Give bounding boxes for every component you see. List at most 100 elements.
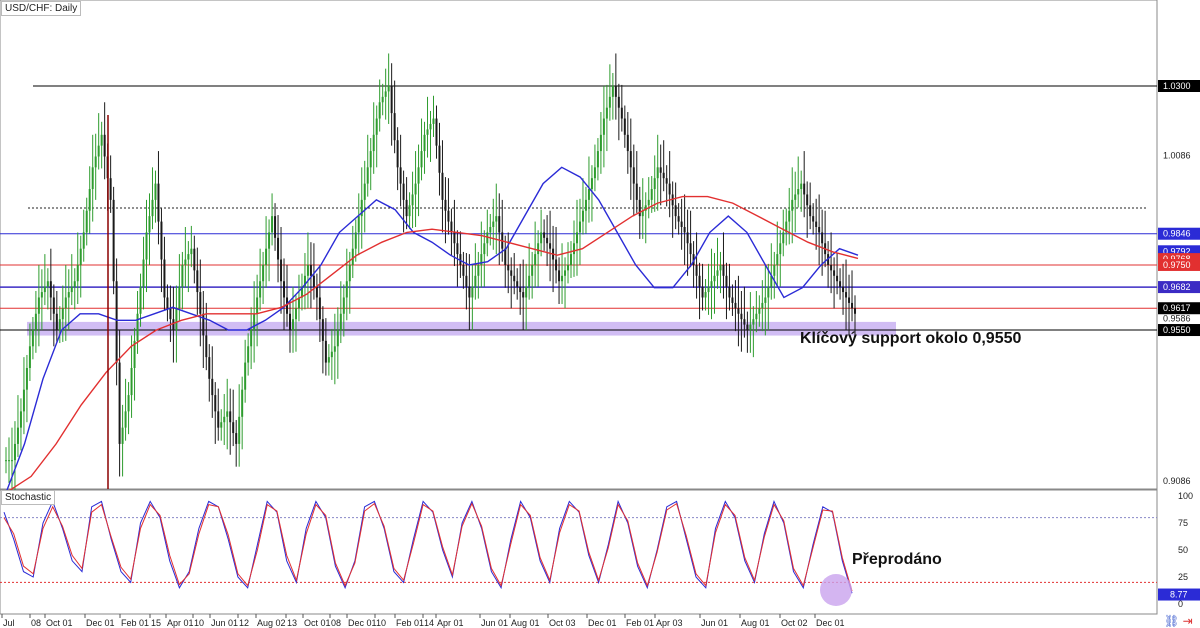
candle-body bbox=[650, 189, 653, 200]
candle-body bbox=[64, 297, 67, 309]
candle-body bbox=[839, 281, 842, 287]
candle-body bbox=[145, 232, 148, 260]
candle-body bbox=[97, 145, 100, 157]
candle-body bbox=[372, 134, 375, 152]
price-level-text: 0.9792 bbox=[1163, 246, 1191, 256]
candle-body bbox=[55, 313, 58, 331]
candle-body bbox=[641, 210, 644, 217]
candle-body bbox=[13, 443, 16, 461]
candle-body bbox=[818, 226, 821, 233]
stochastic-layer bbox=[0, 499, 1157, 606]
candle-body bbox=[513, 275, 516, 282]
candle-body bbox=[677, 216, 680, 222]
candle-body bbox=[46, 281, 49, 287]
candle-body bbox=[441, 172, 444, 200]
candle-body bbox=[746, 324, 749, 331]
candle-body bbox=[94, 156, 97, 168]
candle-body bbox=[408, 205, 411, 217]
candle-body bbox=[190, 248, 193, 255]
price-level-bg bbox=[1158, 324, 1200, 337]
candle-body bbox=[435, 118, 438, 146]
candle-body bbox=[223, 416, 226, 423]
candle-body bbox=[402, 183, 405, 200]
candle-body bbox=[253, 313, 256, 331]
candle-body bbox=[300, 286, 303, 298]
candle-body bbox=[214, 395, 217, 412]
candle-body bbox=[268, 232, 271, 249]
candle-body bbox=[271, 216, 274, 233]
x-axis-tick: 10 bbox=[376, 618, 386, 628]
x-axis-tick: Apr 01 bbox=[437, 618, 464, 628]
candle-body bbox=[453, 232, 456, 244]
candle-body bbox=[564, 270, 567, 276]
candle-body bbox=[462, 264, 465, 276]
candle-body bbox=[82, 232, 85, 249]
candle-body bbox=[318, 297, 321, 320]
candle-body bbox=[806, 194, 809, 206]
candle-body bbox=[623, 118, 626, 135]
candle-body bbox=[836, 275, 839, 282]
candle-body bbox=[244, 362, 247, 390]
candle-body bbox=[375, 118, 378, 135]
candle-body bbox=[761, 302, 764, 309]
candle-body bbox=[235, 433, 238, 444]
candle-body bbox=[52, 297, 55, 314]
price-axis-tick: 1.0086 bbox=[1163, 151, 1191, 161]
link-icon[interactable]: ⛓ bbox=[1164, 614, 1180, 628]
x-axis-tick: Oct 02 bbox=[781, 618, 808, 628]
candle-body bbox=[495, 216, 498, 222]
candle-body bbox=[776, 254, 779, 265]
corner-icons[interactable]: ⛓ ⇥ bbox=[1164, 614, 1193, 628]
candle-body bbox=[124, 411, 127, 428]
candle-body bbox=[405, 199, 408, 217]
candle-body bbox=[369, 151, 372, 168]
candle-body bbox=[653, 178, 656, 190]
candle-body bbox=[37, 297, 40, 314]
candle-body bbox=[659, 167, 662, 173]
candle-body bbox=[707, 286, 710, 293]
price-level-tag: 0.9550 bbox=[1158, 324, 1200, 337]
candle-body bbox=[614, 86, 617, 97]
candle-body bbox=[626, 134, 629, 152]
candle-body bbox=[139, 286, 142, 314]
candle-body bbox=[208, 357, 211, 379]
candle-body bbox=[740, 313, 743, 320]
candle-body bbox=[782, 232, 785, 244]
candle-body bbox=[477, 264, 480, 276]
candle-body bbox=[779, 243, 782, 255]
candle-body bbox=[731, 297, 734, 303]
candle-body bbox=[749, 324, 752, 331]
candle-body bbox=[710, 281, 713, 287]
price-level-text: 0.9550 bbox=[1163, 325, 1191, 335]
candle-body bbox=[770, 275, 773, 287]
candle-body bbox=[638, 199, 641, 217]
x-axis-tick: Oct 01 bbox=[46, 618, 73, 628]
candle-body bbox=[133, 340, 136, 368]
candle-body bbox=[85, 210, 88, 233]
candle-body bbox=[163, 259, 166, 298]
x-axis-tick: Dec 01 bbox=[816, 618, 845, 628]
x-axis-tick: 10 bbox=[194, 618, 204, 628]
stochastic-title: Stochastic bbox=[1, 490, 56, 505]
price-level-tag: 1.0300 bbox=[1158, 80, 1200, 92]
candle-body bbox=[324, 340, 327, 363]
candle-body bbox=[330, 351, 333, 358]
price-pane bbox=[0, 0, 1158, 490]
candle-body bbox=[345, 281, 348, 298]
candle-body bbox=[447, 210, 450, 222]
candle-body bbox=[396, 140, 399, 168]
stochastic-axis-tick: 100 bbox=[1178, 491, 1193, 501]
candle-body bbox=[543, 232, 546, 238]
candle-body bbox=[668, 183, 671, 195]
candle-body bbox=[725, 275, 728, 287]
arrow-right-icon[interactable]: ⇥ bbox=[1182, 614, 1193, 628]
candle-body bbox=[537, 243, 540, 255]
moving-average-line bbox=[5, 166, 859, 493]
candle-body bbox=[665, 178, 668, 184]
candle-body bbox=[148, 216, 151, 233]
price-level-bg bbox=[1158, 227, 1200, 240]
x-axis-tick: 15 bbox=[151, 618, 161, 628]
candle-body bbox=[752, 319, 755, 325]
candle-body bbox=[100, 134, 103, 146]
